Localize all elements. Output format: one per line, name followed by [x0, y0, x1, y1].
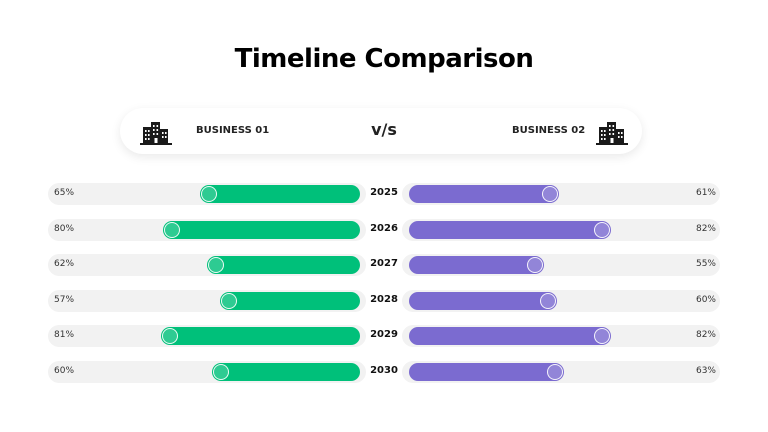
business-02-bar — [409, 185, 559, 203]
versus-label: v/s — [371, 120, 397, 139]
business-01-bar-knob — [201, 186, 217, 202]
business-01-bar — [161, 327, 360, 345]
business-01-bar-knob — [221, 292, 237, 309]
business-02-bar — [409, 291, 557, 310]
business-01-value-label: 62% — [54, 259, 75, 269]
business-01-bar-knob — [162, 328, 178, 344]
business-01-bar — [200, 185, 360, 203]
buildings-icon — [140, 122, 172, 145]
year-label: 2030 — [370, 364, 398, 376]
business-02-value-label: 61% — [695, 188, 716, 198]
business-02-bar — [409, 256, 544, 274]
year-label: 2028 — [370, 293, 398, 305]
timeline-row: 80% 2026 82% — [0, 218, 768, 242]
business-02-bar — [409, 327, 611, 345]
business-02-bar-knob — [594, 328, 610, 344]
business-01-value-label: 65% — [54, 188, 75, 198]
year-label: 2027 — [370, 258, 398, 269]
business-01-bar-knob — [164, 221, 180, 238]
business-02-bar-knob — [594, 221, 610, 238]
business-02-bar — [409, 220, 611, 239]
timeline-row: 60% 2030 63% — [0, 360, 768, 384]
business-01-bar — [207, 256, 360, 274]
business-02-value-label: 82% — [695, 330, 716, 340]
business-01-value-label: 57% — [54, 294, 75, 305]
business-02-bar-knob — [527, 257, 543, 273]
business-02-bar — [409, 362, 564, 381]
year-label: 2025 — [370, 187, 398, 198]
year-label: 2029 — [370, 329, 398, 340]
business-02-value-label: 55% — [695, 259, 716, 269]
business-01-label: BUSINESS 01 — [196, 125, 270, 136]
buildings-icon — [596, 122, 628, 145]
page-title: Timeline Comparison — [234, 44, 534, 74]
business-02-value-label: 82% — [695, 223, 716, 234]
business-01-bar — [163, 220, 360, 239]
business-01-value-label: 81% — [54, 330, 75, 340]
business-02-bar-knob — [540, 292, 556, 309]
timeline-row: 81% 2029 82% — [0, 324, 768, 348]
timeline-row: 65% 2025 61% — [0, 182, 768, 206]
business-02-value-label: 63% — [695, 365, 716, 376]
business-02-bar-knob — [542, 186, 558, 202]
comparison-header — [120, 108, 642, 154]
timeline-row: 57% 2028 60% — [0, 289, 768, 313]
business-02-value-label: 60% — [695, 294, 716, 305]
business-01-bar — [220, 291, 360, 310]
timeline-row: 62% 2027 55% — [0, 253, 768, 277]
business-01-value-label: 60% — [54, 365, 75, 376]
business-01-bar-knob — [208, 257, 224, 273]
year-label: 2026 — [370, 222, 398, 234]
business-01-value-label: 80% — [54, 223, 75, 234]
business-01-bar-knob — [213, 363, 229, 380]
business-02-label: BUSINESS 02 — [512, 125, 586, 136]
business-02-bar-knob — [547, 363, 563, 380]
business-01-bar — [212, 362, 360, 381]
